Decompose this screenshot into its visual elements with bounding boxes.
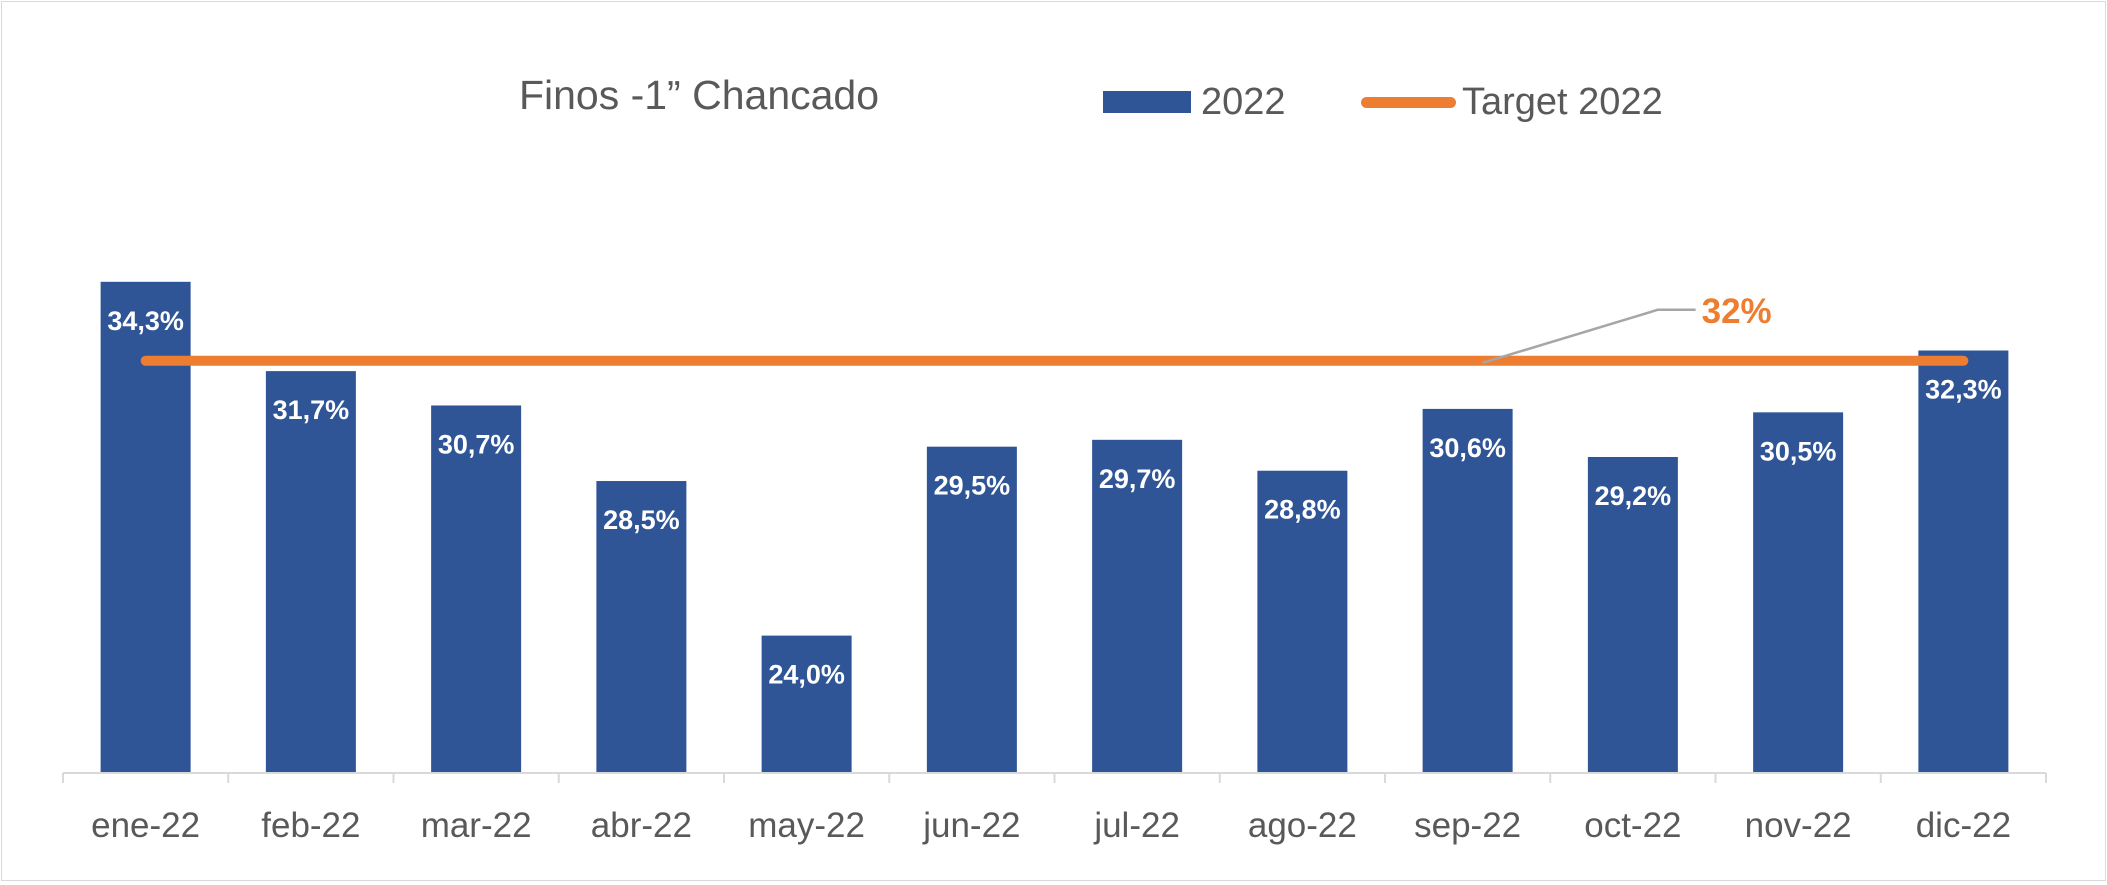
bar-mar-22 [431,405,522,773]
data-label-oct-22: 29,2% [1595,481,1672,511]
x-tick-label-feb-22: feb-22 [261,806,360,845]
x-tick-label-sep-22: sep-22 [1414,806,1521,845]
x-tick-label-may-22: may-22 [748,806,865,845]
legend-label-target-2022: Target 2022 [1462,81,1663,123]
bar-nov-22 [1753,412,1844,773]
x-tick-label-mar-22: mar-22 [421,806,532,845]
x-tick-label-jun-22: jun-22 [922,806,1020,845]
x-tick-label-jul-22: jul-22 [1093,806,1180,845]
x-tick-label-dic-22: dic-22 [1916,806,2011,845]
x-tick-label-nov-22: nov-22 [1745,806,1852,845]
data-label-may-22: 24,0% [768,660,845,690]
chart-title: Finos -1” Chancado [519,72,879,118]
x-tick-label-abr-22: abr-22 [591,806,692,845]
x-tick-label-oct-22: oct-22 [1584,806,1681,845]
data-label-dic-22: 32,3% [1925,375,2002,405]
legend-label-2022: 2022 [1201,81,1286,123]
data-label-abr-22: 28,5% [603,505,680,535]
bar-ene-22 [100,281,191,773]
data-label-jun-22: 29,5% [934,471,1011,501]
target-label-leader [1482,308,1696,365]
bar-ago-22 [1257,470,1348,773]
bar-jun-22 [926,446,1017,773]
bar-oct-22 [1587,456,1678,773]
data-label-ago-22: 28,8% [1264,495,1341,525]
data-label-ene-22: 34,3% [107,306,184,336]
x-tick-label-ago-22: ago-22 [1248,806,1357,845]
target-data-label: 32% [1702,292,1772,331]
data-label-nov-22: 30,5% [1760,436,1837,466]
legend-swatch-2022 [1103,91,1191,113]
bar-dic-22 [1918,350,2009,773]
bar-sep-22 [1422,408,1513,773]
data-label-jul-22: 29,7% [1099,464,1176,494]
data-label-sep-22: 30,6% [1429,433,1506,463]
x-tick-label-ene-22: ene-22 [91,806,200,845]
legend-swatch-target-2022 [1361,97,1456,108]
plot-area: 34,3% 31,7% 30,7% 28,5% 24,0% 29,5% 29,7% 28,8%… [62,281,2047,845]
bar-feb-22 [265,371,356,773]
legend: 2022 Target 2022 [1103,81,1663,123]
bar-jul-22 [1092,439,1183,773]
data-label-feb-22: 31,7% [273,395,350,425]
bar-abr-22 [596,481,687,773]
bar-may-22 [761,635,852,773]
data-label-mar-22: 30,7% [438,429,515,459]
